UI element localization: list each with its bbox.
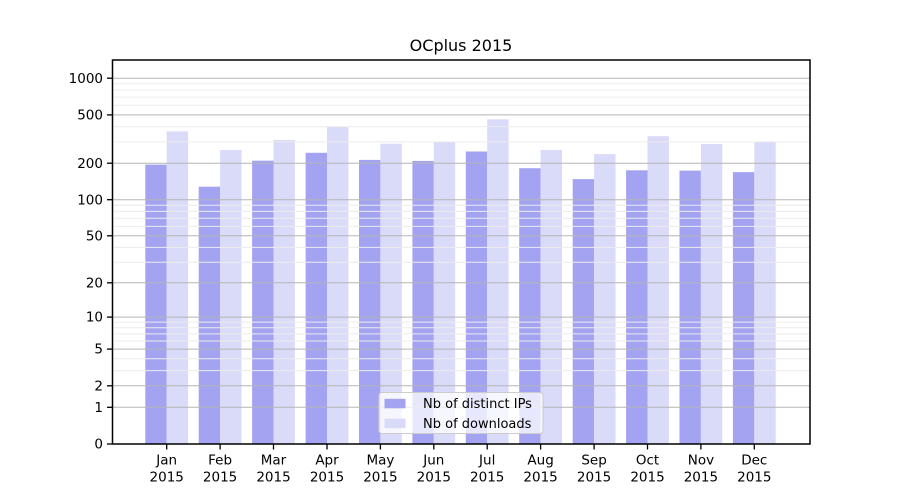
y-tick-label-500: 500 [77,108,103,124]
legend-swatch-distinct-ips [384,398,406,409]
bar-nb-of-downloads-aug [540,150,562,444]
x-tick-label-year-mar: 2015 [256,470,290,486]
bar-nb-of-downloads-nov [700,144,723,444]
grid-layer [112,77,810,408]
bar-nb-of-downloads-dec [754,141,776,444]
x-tick-label-year-dec: 2015 [737,470,771,486]
legend-box [378,392,544,434]
x-tick-label-year-jan: 2015 [150,470,184,486]
bar-nb-of-downloads-jan [166,131,189,444]
x-tick-label-month-dec: Dec [741,453,767,469]
x-tick-label-month-nov: Nov [688,453,714,469]
x-tick-label-month-jul: Jul [478,453,495,469]
y-tick-label-1000: 1000 [69,71,103,87]
legend-swatch-downloads [384,418,406,429]
bar-nb-of-downloads-apr [327,126,349,444]
legend: Nb of distinct IPs Nb of downloads [378,392,544,434]
x-tick-label-month-mar: Mar [261,453,287,469]
bar-nb-of-distinct-ips-may [359,159,381,444]
bar-nb-of-downloads-jun [433,141,456,444]
x-tick-label-month-jan: Jan [155,453,177,469]
y-tick-label-0: 0 [94,437,103,453]
bar-nb-of-distinct-ips-dec [732,172,755,444]
y-tick-label-2: 2 [94,378,103,394]
bar-nb-of-distinct-ips-jun [412,160,434,444]
y-tick-label-50: 50 [86,228,103,244]
bar-nb-of-distinct-ips-aug [519,168,541,444]
y-tick-label-1: 1 [94,400,103,416]
x-tick-label-month-feb: Feb [208,453,232,469]
x-tick-label-year-sep: 2015 [577,470,611,486]
legend-label-distinct-ips: Nb of distinct IPs [423,397,532,412]
x-tick-label-year-jun: 2015 [417,470,451,486]
x-tick-label-year-aug: 2015 [523,470,557,486]
x-tick-label-month-apr: Apr [315,453,339,469]
x-tick-label-year-nov: 2015 [684,470,718,486]
bar-nb-of-distinct-ips-oct [626,170,648,445]
x-tick-label-year-may: 2015 [363,470,397,486]
x-tick-label-month-aug: Aug [527,453,553,469]
y-tick-label-5: 5 [94,342,103,358]
chart-title: OCplus 2015 [410,36,513,55]
bar-nb-of-downloads-feb [220,150,242,444]
bar-nb-of-distinct-ips-feb [198,186,221,444]
bar-nb-of-distinct-ips-nov [679,170,701,444]
plot-border [111,59,811,445]
bar-nb-of-distinct-ips-sep [572,179,595,444]
bar-nb-of-distinct-ips-apr [305,152,327,445]
bar-nb-of-distinct-ips-jan [145,164,167,444]
bar-nb-of-downloads-oct [647,136,669,444]
legend-label-downloads: Nb of downloads [423,417,532,432]
x-tick-label-year-apr: 2015 [310,470,344,486]
x-tick-label-month-may: May [366,453,394,469]
y-tick-label-100: 100 [77,192,103,208]
x-tick-label-month-jun: Jun [422,453,444,469]
bar-nb-of-downloads-sep [594,154,616,444]
y-tick-label-200: 200 [77,156,103,172]
x-tick-label-year-jul: 2015 [470,470,504,486]
bar-nb-of-downloads-jul [487,119,509,445]
x-tick-label-month-oct: Oct [636,453,659,469]
bar-nb-of-downloads-mar [273,140,295,444]
x-tick-label-month-sep: Sep [581,453,606,469]
y-tick-label-10: 10 [86,310,103,326]
axes-layer: 01251020501002005001000Jan2015Feb2015Mar… [69,59,811,486]
y-tick-label-20: 20 [86,275,103,291]
x-tick-label-year-oct: 2015 [630,470,664,486]
x-tick-label-year-feb: 2015 [203,470,237,486]
bar-nb-of-distinct-ips-mar [252,160,274,444]
